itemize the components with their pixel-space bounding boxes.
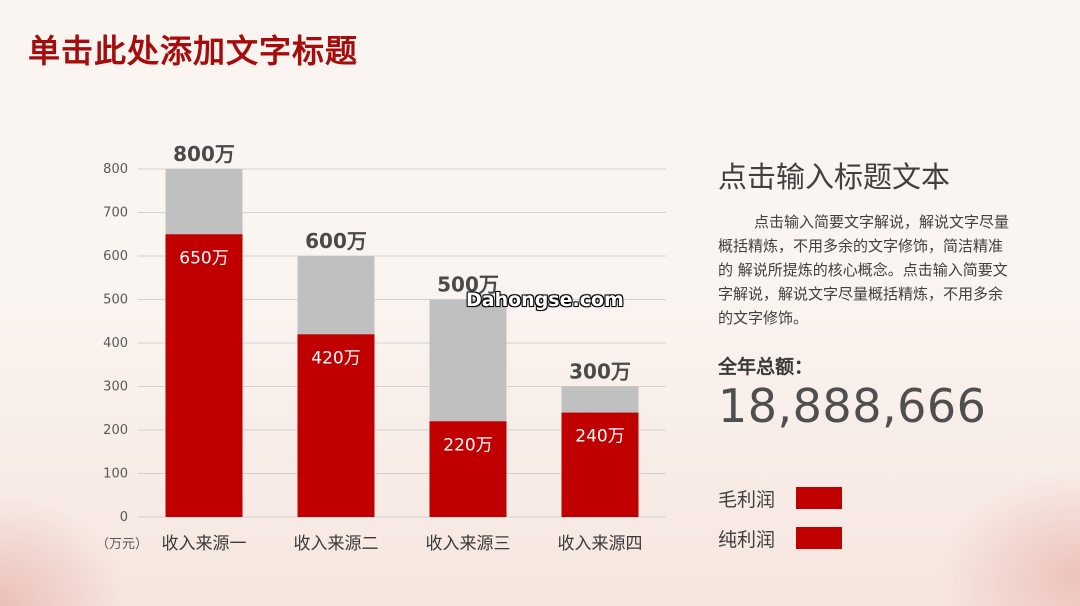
data-label-gross: 300万 [569, 360, 631, 384]
y-tick-label: 600 [103, 249, 128, 264]
y-tick-label: 0 [120, 510, 128, 525]
bar-net-profit [561, 412, 639, 517]
y-tick-label: 500 [103, 293, 128, 308]
legend-swatch [796, 527, 842, 549]
data-label-net: 240万 [575, 427, 624, 447]
y-tick-label: 300 [103, 380, 128, 395]
chart-legend: 毛利润 纯利润 [718, 484, 842, 564]
legend-swatch [796, 487, 842, 509]
bar-net-profit [429, 421, 507, 517]
watermark: Dahongse.com [466, 289, 624, 311]
category-label: 收入来源二 [294, 534, 379, 554]
page-title: 单击此处添加文字标题 [28, 32, 359, 70]
data-label-gross: 500万 [437, 273, 499, 297]
y-tick-label: 700 [103, 206, 128, 221]
category-label: 收入来源三 [426, 534, 511, 554]
legend-item-net-profit: 纯利润 [718, 524, 842, 552]
text-panel: 点击输入标题文本 点击输入简要文字解说，解说文字尽量概括精炼，不用多余的文字修饰… [718, 150, 1018, 433]
legend-item-gross-profit: 毛利润 [718, 484, 842, 512]
category-label: 收入来源一 [162, 534, 247, 554]
data-label-net: 420万 [311, 348, 360, 368]
bar-net-profit [165, 234, 243, 517]
y-tick-label: 800 [103, 162, 128, 177]
data-label-net: 650万 [179, 248, 228, 268]
y-tick-label: 100 [103, 467, 128, 482]
panel-heading: 点击输入标题文本 [718, 160, 951, 194]
y-tick-label: 400 [103, 336, 128, 351]
legend-label: 毛利润 [718, 488, 776, 511]
category-label: 收入来源四 [558, 534, 643, 554]
panel-description: 点击输入简要文字解说，解说文字尽量概括精炼，不用多余的文字修饰，简洁精准的 解说… [718, 213, 1010, 327]
legend-label: 纯利润 [718, 528, 776, 551]
annual-total-value: 18,888,666 [718, 379, 987, 433]
data-label-gross: 600万 [305, 229, 367, 253]
y-tick-label: 200 [103, 423, 128, 438]
bar-net-profit [297, 334, 375, 517]
y-unit-label: （万元） [96, 537, 148, 552]
data-label-gross: 800万 [173, 142, 235, 166]
annual-total-caption: 全年总额： [718, 356, 814, 378]
data-label-net: 220万 [443, 435, 492, 455]
